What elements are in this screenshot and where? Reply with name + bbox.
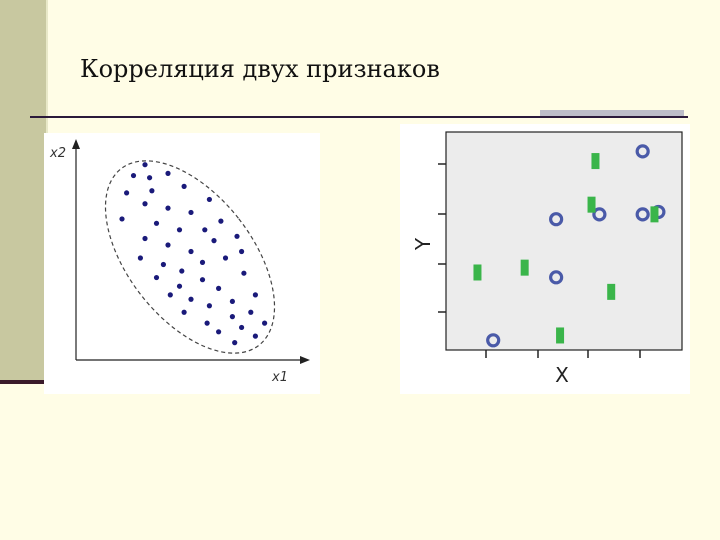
data-point — [165, 205, 171, 211]
title-rule — [30, 116, 688, 118]
sidebar-decoration — [0, 0, 48, 384]
x-axis-label: X — [555, 363, 569, 387]
data-point — [216, 285, 222, 291]
data-point — [206, 196, 212, 203]
plot-area — [445, 131, 683, 351]
data-point — [179, 268, 185, 274]
data-point — [229, 298, 235, 305]
data-point — [252, 333, 258, 339]
data-point — [218, 218, 224, 224]
correlation-ellipse-chart: x2 x1 — [49, 139, 310, 385]
data-point — [181, 309, 187, 315]
bar-marker — [650, 206, 659, 223]
data-point — [124, 190, 130, 196]
data-point — [211, 238, 217, 244]
data-point — [142, 235, 148, 242]
data-point — [204, 320, 210, 326]
data-point — [252, 292, 258, 298]
data-point — [153, 220, 160, 226]
data-point — [199, 259, 206, 265]
data-point — [188, 209, 194, 216]
sidebar-accent-stub — [0, 380, 46, 384]
left-chart-panel: x2 x1 — [44, 133, 320, 394]
x-axis-label: x1 — [271, 370, 288, 385]
data-point — [239, 248, 245, 255]
data-point — [147, 175, 153, 181]
data-point — [153, 274, 160, 281]
data-point — [137, 255, 143, 261]
circle-marker — [549, 212, 564, 227]
x-ticks — [485, 350, 641, 358]
bar-marker — [607, 283, 616, 300]
circle-marker — [635, 207, 650, 222]
data-point — [248, 309, 254, 315]
data-point — [119, 216, 125, 222]
bar-marker — [473, 264, 482, 281]
data-point — [167, 292, 173, 298]
data-point — [160, 261, 166, 268]
data-point — [181, 183, 187, 189]
y-axis-label: Y — [411, 237, 435, 251]
slide-title: Корреляция двух признаков — [80, 55, 440, 83]
data-point — [188, 296, 194, 302]
circle-marker — [635, 144, 650, 159]
data-point — [216, 329, 222, 335]
data-point — [234, 233, 240, 239]
bar-marker — [556, 327, 565, 344]
circle-marker — [549, 270, 564, 285]
dashed-ellipse — [104, 160, 276, 354]
right-chart-panel: Y X — [400, 124, 690, 394]
data-point — [229, 314, 235, 320]
data-point — [232, 340, 238, 346]
data-point — [202, 227, 208, 233]
data-point — [222, 255, 229, 261]
data-point — [130, 172, 137, 179]
xy-scatter-chart: Y X — [411, 131, 683, 387]
bar-marker — [591, 153, 600, 170]
data-point — [149, 188, 155, 194]
data-point — [176, 227, 183, 233]
data-point — [165, 242, 171, 248]
x-axis-arrow — [300, 356, 310, 364]
data-point — [142, 162, 148, 168]
circle-marker — [592, 207, 607, 222]
y-ticks — [438, 163, 446, 313]
bar-marker — [587, 196, 596, 213]
data-point — [206, 303, 212, 309]
circle-marker — [486, 333, 501, 348]
bar-marker — [520, 259, 529, 276]
data-point — [199, 277, 206, 283]
data-point — [176, 283, 183, 289]
data-point — [239, 324, 245, 331]
data-point — [188, 248, 194, 255]
y-axis-arrow — [72, 139, 80, 149]
y-axis-label: x2 — [49, 146, 66, 161]
data-point — [142, 201, 148, 207]
data-point — [262, 320, 268, 326]
data-point — [241, 270, 247, 276]
title-rule-accent — [540, 110, 684, 116]
data-point — [165, 170, 171, 176]
